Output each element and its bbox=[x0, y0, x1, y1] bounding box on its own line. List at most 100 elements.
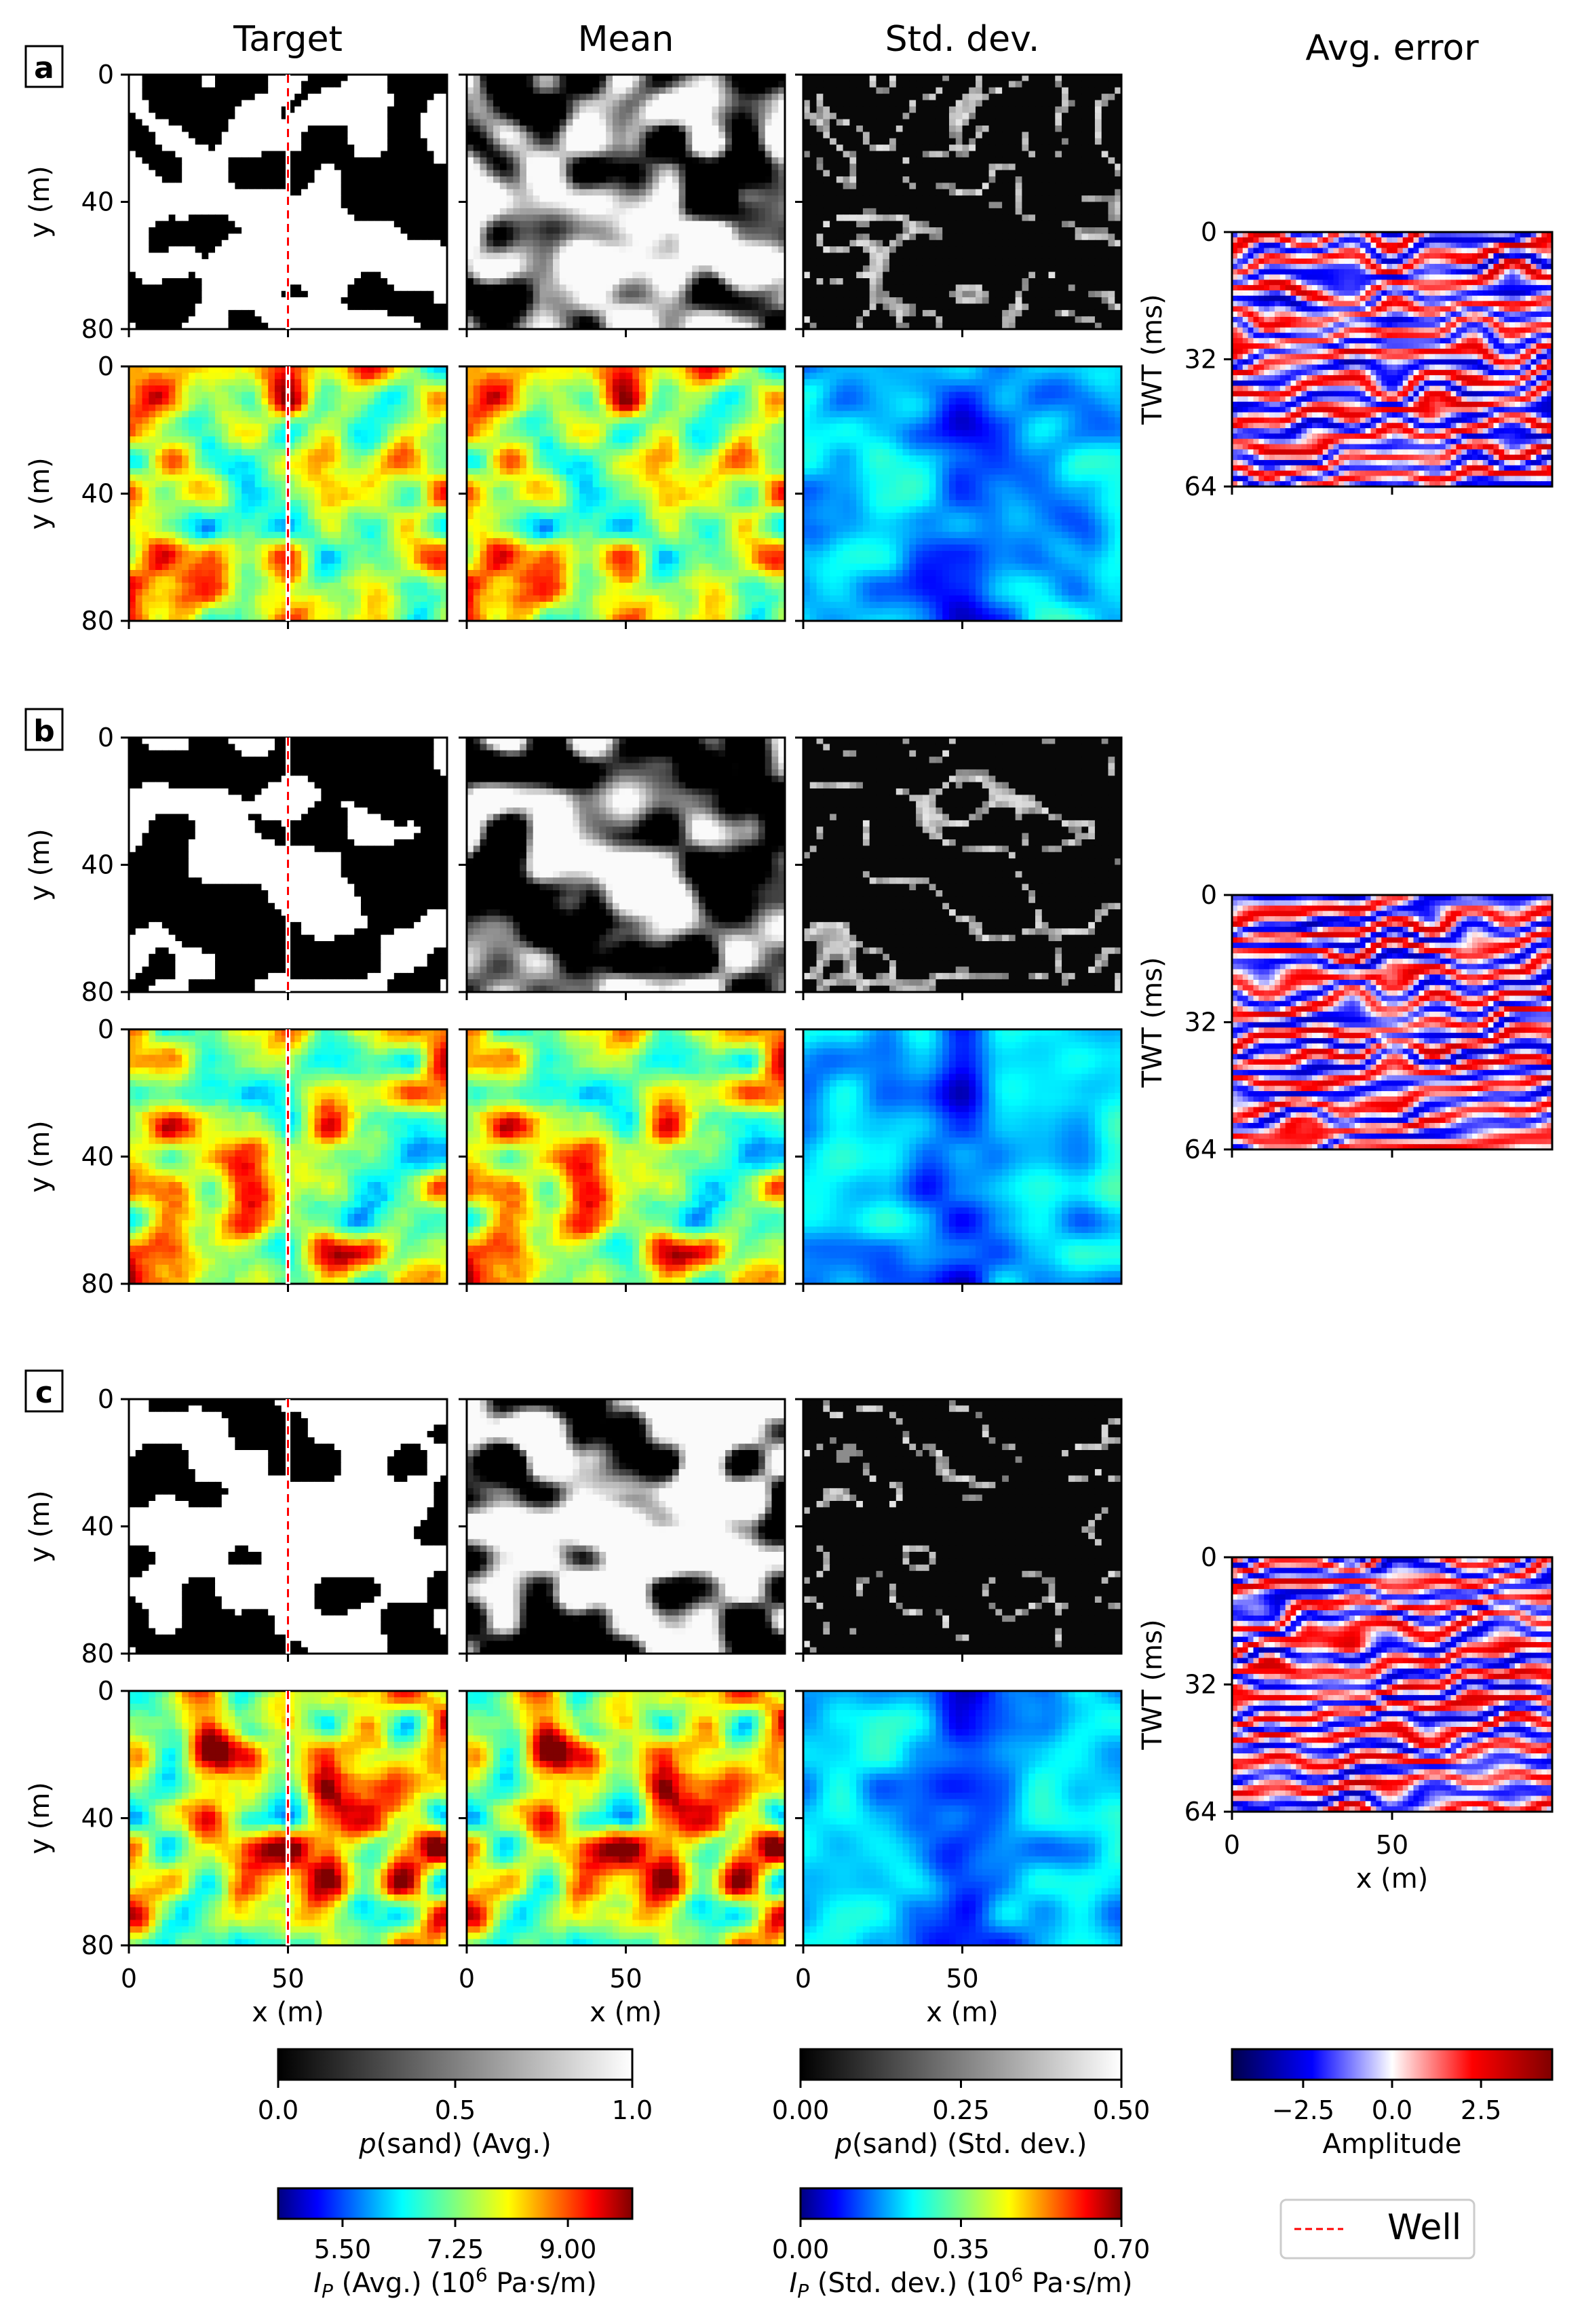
heat-cell bbox=[155, 81, 163, 88]
heat-cell bbox=[936, 119, 943, 126]
heat-cell bbox=[685, 290, 693, 298]
heat-cell bbox=[1062, 157, 1069, 164]
heat-cell bbox=[334, 246, 342, 254]
heat-cell bbox=[387, 138, 395, 145]
heat-cell bbox=[1101, 119, 1109, 126]
heat-cell bbox=[414, 81, 421, 88]
heat-cell bbox=[195, 151, 203, 158]
heat-cell bbox=[149, 322, 156, 330]
heat-cell bbox=[288, 316, 295, 324]
heat-cell bbox=[666, 208, 673, 215]
heat-cell bbox=[129, 322, 136, 330]
heat-cell bbox=[731, 138, 739, 145]
heat-cell bbox=[559, 265, 567, 273]
heat-cell bbox=[281, 164, 289, 171]
heat-cell bbox=[843, 106, 850, 113]
heat-cell bbox=[221, 113, 229, 120]
heat-cell bbox=[135, 259, 143, 266]
heat-cell bbox=[387, 246, 395, 254]
heat-cell bbox=[685, 265, 693, 273]
heat-cell bbox=[261, 195, 269, 203]
heat-cell bbox=[816, 164, 824, 171]
heat-cell bbox=[909, 195, 917, 203]
heat-cell bbox=[314, 271, 322, 279]
heat-cell bbox=[427, 240, 435, 247]
heat-cell bbox=[1055, 106, 1062, 113]
heat-cell bbox=[1081, 202, 1089, 209]
heat-cell bbox=[367, 303, 375, 311]
heat-cell bbox=[982, 94, 990, 101]
heat-cell bbox=[354, 81, 362, 88]
heat-cell bbox=[566, 75, 573, 81]
heat-cell bbox=[678, 221, 687, 228]
heat-cell bbox=[559, 303, 567, 311]
heat-cell bbox=[849, 87, 857, 94]
heat-cell bbox=[1028, 106, 1036, 113]
heat-cell bbox=[328, 278, 335, 285]
heat-cell bbox=[281, 309, 289, 317]
heat-cell bbox=[685, 214, 693, 222]
heat-cell bbox=[553, 81, 560, 88]
heat-cell bbox=[606, 297, 613, 305]
heat-cell bbox=[161, 278, 170, 285]
heat-cell bbox=[414, 183, 421, 190]
heat-cell bbox=[1015, 214, 1023, 222]
heat-cell bbox=[526, 290, 534, 298]
heat-cell bbox=[745, 233, 752, 241]
heat-cell bbox=[1008, 106, 1016, 113]
heat-cell bbox=[321, 322, 328, 330]
heat-cell bbox=[208, 157, 216, 164]
heat-cell bbox=[149, 252, 156, 260]
heat-cell bbox=[201, 303, 209, 311]
heat-cell bbox=[374, 138, 381, 145]
heat-cell bbox=[645, 106, 653, 113]
heat-cell bbox=[228, 202, 235, 209]
heat-cell bbox=[480, 265, 487, 273]
heat-cell bbox=[579, 100, 587, 107]
heat-cell bbox=[612, 227, 620, 234]
heat-cell bbox=[407, 100, 415, 107]
heat-cell bbox=[599, 195, 606, 203]
heat-cell bbox=[731, 183, 739, 190]
heat-cell bbox=[692, 119, 699, 126]
heat-cell bbox=[208, 271, 216, 279]
heat-cell bbox=[400, 164, 408, 171]
heat-cell bbox=[705, 208, 713, 215]
heat-cell bbox=[473, 290, 481, 298]
heat-cell bbox=[381, 284, 388, 292]
heat-cell bbox=[666, 87, 673, 94]
heat-cell bbox=[248, 151, 256, 158]
heat-cell bbox=[1028, 87, 1036, 94]
heat-cell bbox=[221, 284, 229, 292]
heat-cell bbox=[962, 214, 969, 222]
heat-cell bbox=[135, 100, 143, 107]
heat-cell bbox=[347, 240, 355, 247]
heat-cell bbox=[771, 126, 779, 132]
heat-cell bbox=[718, 170, 726, 177]
heat-cell bbox=[393, 202, 402, 209]
heat-cell bbox=[175, 170, 182, 177]
heat-cell bbox=[559, 309, 567, 317]
heat-cell bbox=[1008, 145, 1016, 152]
heat-cell bbox=[778, 100, 786, 107]
heat-cell bbox=[995, 202, 1003, 209]
heat-cell bbox=[221, 145, 229, 152]
heat-cell bbox=[486, 208, 494, 215]
heat-cell bbox=[982, 87, 990, 94]
heat-cell bbox=[334, 265, 342, 273]
heat-cell bbox=[328, 214, 335, 222]
heat-cell bbox=[208, 208, 216, 215]
heat-cell bbox=[599, 138, 606, 145]
heat-cell bbox=[652, 176, 659, 183]
heat-cell bbox=[1022, 157, 1029, 164]
heat-cell bbox=[341, 183, 349, 190]
heat-cell bbox=[803, 87, 811, 94]
heat-cell bbox=[387, 290, 395, 298]
heat-cell bbox=[856, 138, 864, 145]
heat-cell bbox=[480, 106, 487, 113]
heat-cell bbox=[712, 316, 719, 324]
heat-cell bbox=[539, 214, 547, 222]
heat-cell bbox=[499, 316, 507, 324]
heat-cell bbox=[1022, 75, 1029, 81]
heat-cell bbox=[393, 284, 402, 292]
